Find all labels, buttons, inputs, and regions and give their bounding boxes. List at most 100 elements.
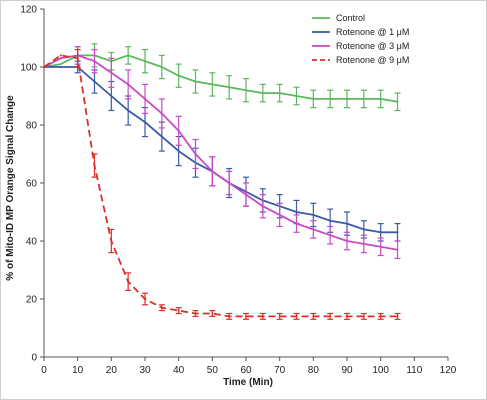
data-point xyxy=(127,54,130,57)
data-point xyxy=(177,150,180,153)
data-point xyxy=(245,193,247,196)
data-point xyxy=(160,112,163,115)
legend-label: Rotenone @ 9 μM xyxy=(336,55,409,65)
data-point xyxy=(59,63,62,66)
data-point xyxy=(396,231,399,234)
data-point xyxy=(144,121,146,124)
x-tick-label: 40 xyxy=(173,365,185,376)
data-point xyxy=(278,315,281,318)
series-line-control xyxy=(43,54,398,103)
legend-label: Rotenone @ 3 μM xyxy=(336,41,409,51)
data-point xyxy=(329,97,332,100)
data-point xyxy=(295,315,298,318)
axes-layer: 0 20 40 60 80 100 120 0 10 20 30 40 50 60 70 80 90 100 110… xyxy=(20,5,456,377)
data-point xyxy=(379,231,382,234)
data-point xyxy=(245,89,247,92)
legend-label: Rotenone @ 1 μM xyxy=(336,27,409,37)
x-tick-label: 120 xyxy=(440,365,457,376)
data-point xyxy=(59,54,62,57)
data-point xyxy=(278,213,281,216)
x-tick-label: 20 xyxy=(106,365,118,376)
data-point xyxy=(127,109,130,112)
data-point xyxy=(278,92,281,95)
data-point xyxy=(127,280,130,283)
series-line-rotenone-3-m xyxy=(43,54,398,251)
data-point xyxy=(194,312,197,315)
x-tick-label: 80 xyxy=(308,365,320,376)
data-point xyxy=(295,211,298,213)
data-point xyxy=(177,129,180,132)
data-point xyxy=(346,315,348,318)
data-point xyxy=(362,228,365,231)
data-point xyxy=(211,170,214,173)
data-point xyxy=(228,86,231,89)
data-point xyxy=(144,97,146,100)
data-point xyxy=(177,74,180,77)
data-point xyxy=(396,100,399,103)
data-point xyxy=(59,57,62,60)
data-point xyxy=(93,80,96,83)
data-point xyxy=(43,66,45,68)
data-point xyxy=(160,306,163,309)
data-point xyxy=(329,219,332,222)
data-point xyxy=(329,234,332,237)
legend-label: Control xyxy=(336,13,365,23)
data-point xyxy=(379,97,382,100)
data-point xyxy=(346,240,348,242)
x-tick-label: 100 xyxy=(372,365,389,376)
data-point xyxy=(379,315,382,318)
data-point xyxy=(76,57,79,60)
x-tick-label: 60 xyxy=(240,365,252,376)
x-axis-title: Time (Min) xyxy=(223,377,273,388)
series-2 xyxy=(43,60,401,242)
x-tick-label: 90 xyxy=(341,365,353,376)
legend: Control Rotenone @ 1 μM Rotenone @ 3 μM Rot… xyxy=(312,13,409,65)
data-point xyxy=(396,248,399,251)
data-point xyxy=(127,83,130,86)
data-point xyxy=(211,312,214,315)
data-point xyxy=(93,164,96,167)
series-3 xyxy=(43,46,401,259)
y-tick-label: 80 xyxy=(26,121,38,132)
data-point xyxy=(362,242,365,245)
data-point xyxy=(177,309,180,312)
y-tick-label: 0 xyxy=(31,353,37,364)
series-line-rotenone-1-m xyxy=(44,66,398,234)
data-point xyxy=(261,315,264,318)
data-point xyxy=(362,97,365,100)
data-point xyxy=(245,315,247,318)
data-point xyxy=(261,205,264,208)
y-tick-label: 100 xyxy=(20,63,37,74)
data-point xyxy=(110,71,113,74)
x-tick-label: 10 xyxy=(72,365,84,376)
data-point xyxy=(110,95,113,97)
series-1 xyxy=(43,43,401,112)
data-point xyxy=(295,222,298,225)
data-point xyxy=(312,228,315,231)
data-point xyxy=(312,213,315,216)
data-point xyxy=(312,97,315,100)
data-point xyxy=(194,80,197,83)
data-point xyxy=(194,153,197,155)
series-layer xyxy=(43,43,401,320)
x-tick-label: 70 xyxy=(274,365,286,376)
data-point xyxy=(362,315,365,318)
y-tick-label: 20 xyxy=(26,295,38,306)
data-point xyxy=(144,60,146,63)
data-point xyxy=(228,182,231,184)
data-point xyxy=(261,92,264,95)
data-point xyxy=(396,315,399,318)
data-point xyxy=(312,315,315,318)
series-4 xyxy=(43,48,401,320)
data-point xyxy=(295,95,298,97)
data-point xyxy=(93,60,96,63)
data-point xyxy=(110,240,113,242)
x-tick-label: 0 xyxy=(41,365,47,376)
data-point xyxy=(346,97,348,100)
x-tick-label: 30 xyxy=(139,365,151,376)
data-point xyxy=(160,66,163,68)
y-axis-title: % of Mito-ID MP Orange Signal Change xyxy=(5,95,16,281)
x-tick-label: 50 xyxy=(207,365,219,376)
